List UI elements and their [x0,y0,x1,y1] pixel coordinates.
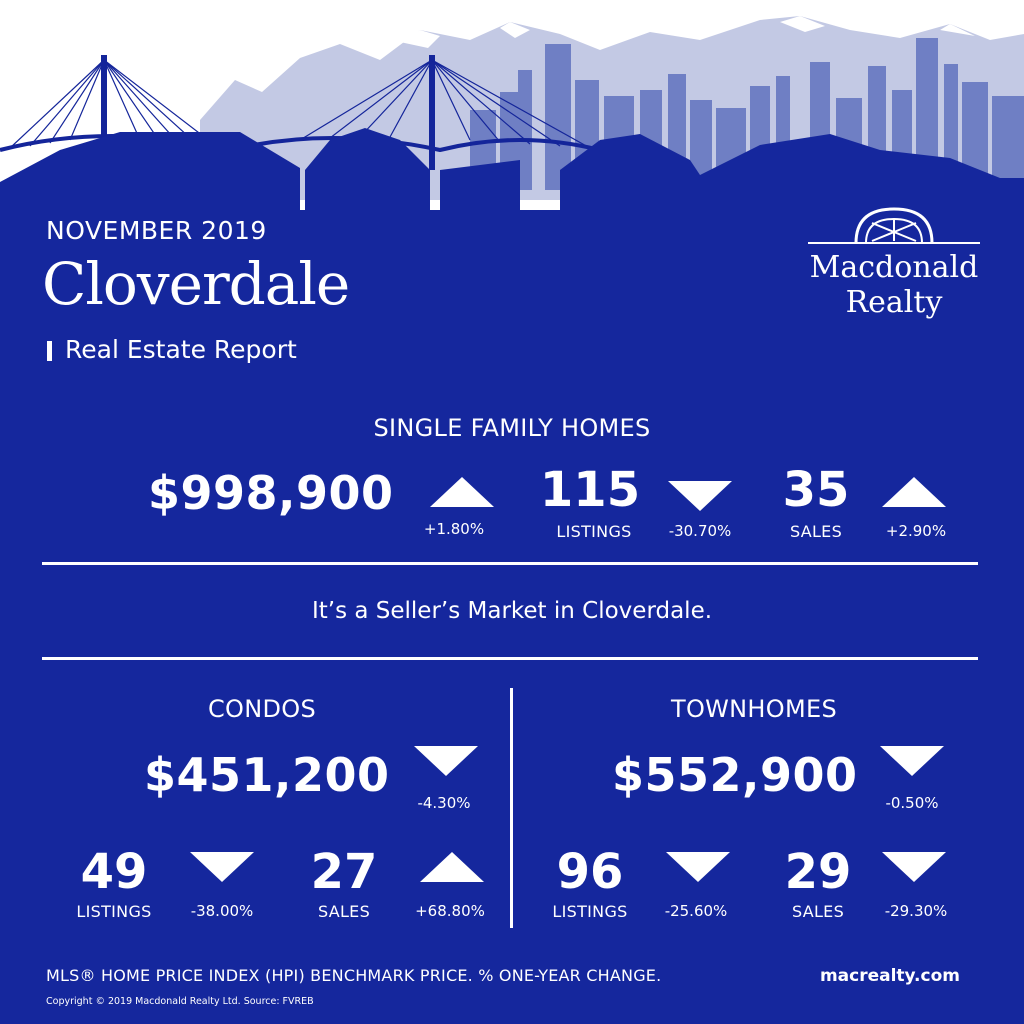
townhomes-price: $552,900 [612,748,858,802]
condos-sales-label: SALES [317,902,371,921]
condos-listings-label: LISTINGS [76,902,152,921]
logo-line-2: Realty [845,285,943,320]
sales-up-arrow-icon [882,477,946,507]
divider-bottom [42,657,978,660]
townhomes-sales: 29 [784,844,852,900]
townhomes-sales-label: SALES [791,902,845,921]
condos-listings: 49 [80,844,148,900]
report-month: NOVEMBER 2019 [46,216,267,245]
single-family-sales-label: SALES [789,522,843,541]
condos-price-down-arrow-icon [414,746,478,776]
logo-wordmark: Macdonald Realty [794,250,994,320]
condos-heading: CONDOS [207,695,316,723]
condos-listings-change: -38.00% [190,902,254,920]
townhomes-listings: 96 [556,844,624,900]
single-family-listings-label: LISTINGS [556,522,632,541]
single-family-heading: SINGLE FAMILY HOMES [373,414,651,442]
condos-sales: 27 [310,844,378,900]
townhomes-listings-label: LISTINGS [552,902,628,921]
single-family-listings: 115 [539,462,641,518]
single-family-price-change: +1.80% [423,520,485,538]
copyright: Copyright © 2019 Macdonald Realty Ltd. S… [46,996,314,1007]
condos-sales-up-arrow-icon [420,852,484,882]
townhomes-sales-change: -29.30% [884,902,948,920]
archway-logo-icon [808,207,980,244]
divider-vertical [510,688,513,928]
market-tagline: It’s a Seller’s Market in Cloverdale. [311,598,713,624]
single-family-listings-change: -30.70% [668,522,732,540]
website-link[interactable]: macrealty.com [819,966,960,986]
page-title: Cloverdale [42,250,350,318]
report-subtitle: Real Estate Report [65,335,297,364]
townhomes-listings-change: -25.60% [664,902,728,920]
condos-listings-down-arrow-icon [190,852,254,882]
logo-line-1: Macdonald [809,250,979,285]
single-family-price: $998,900 [148,466,394,520]
price-up-arrow-icon [430,477,494,507]
townhomes-listings-down-arrow-icon [666,852,730,882]
condos-price-change: -4.30% [417,794,471,812]
townhomes-heading: TOWNHOMES [671,695,837,723]
footnote: MLS® HOME PRICE INDEX (HPI) BENCHMARK PR… [46,966,662,985]
townhomes-price-down-arrow-icon [880,746,944,776]
divider-top [42,562,978,565]
subtitle-accent-bar [47,341,52,361]
listings-down-arrow-icon [668,481,732,511]
townhomes-price-change: -0.50% [885,794,939,812]
single-family-sales: 35 [782,462,850,518]
condos-sales-change: +68.80% [415,902,485,920]
single-family-sales-change: +2.90% [885,522,947,540]
townhomes-sales-down-arrow-icon [882,852,946,882]
condos-price: $451,200 [144,748,390,802]
